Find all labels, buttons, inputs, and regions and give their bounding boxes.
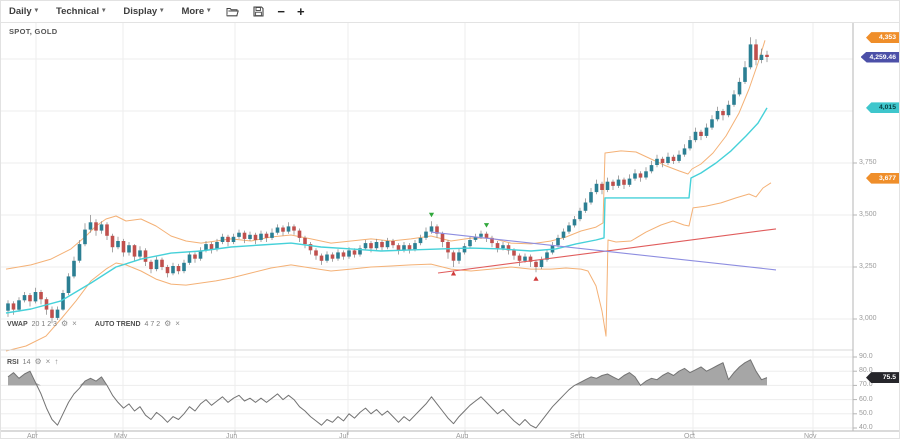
auto-trend-name: AUTO TREND — [94, 320, 141, 328]
save-icon[interactable] — [253, 6, 264, 17]
menu-daily-label: Daily — [9, 6, 32, 17]
menu-more-label: More — [181, 6, 205, 17]
vwap-indicator: VWAP 20 1 2 3 ⚙ × — [7, 320, 77, 328]
caret-down-icon: ▾ — [160, 7, 164, 15]
auto-trend-remove-icon[interactable]: × — [175, 319, 180, 328]
vwap-params: 20 1 2 3 — [31, 320, 57, 328]
menu-technical-label: Technical — [55, 6, 100, 17]
rsi-remove-icon[interactable]: × — [45, 357, 51, 366]
symbol-label: SPOT, GOLD — [9, 27, 58, 36]
zoom-out-button[interactable]: − — [277, 4, 285, 19]
auto-trend-settings-gear-icon[interactable]: ⚙ — [164, 319, 172, 328]
rsi-settings-gear-icon[interactable]: ⚙ — [34, 357, 42, 366]
menu-display[interactable]: Display ▾ — [114, 6, 172, 17]
toolbar: Daily ▾ Technical ▾ Display ▾ More ▾ − + — [1, 1, 899, 23]
auto-trend-indicator: AUTO TREND 4 7 2 ⚙ × — [95, 320, 180, 328]
zoom-in-button[interactable]: + — [297, 4, 305, 19]
menu-daily[interactable]: Daily ▾ — [1, 6, 47, 17]
menu-display-label: Display — [123, 6, 158, 17]
rsi-expand-icon[interactable]: ↑ — [54, 357, 59, 366]
indicator-row-rsi: RSI 14 ⚙ × ↑ — [7, 358, 58, 366]
vwap-settings-gear-icon[interactable]: ⚙ — [60, 319, 69, 328]
rsi-params: 14 — [22, 358, 31, 366]
auto-trend-params: 4 7 2 — [144, 320, 161, 328]
vwap-remove-icon[interactable]: × — [72, 319, 77, 328]
caret-down-icon: ▾ — [34, 7, 38, 15]
menu-more[interactable]: More ▾ — [172, 6, 219, 17]
menu-technical[interactable]: Technical ▾ — [47, 6, 114, 17]
indicator-row-main: VWAP 20 1 2 3 ⚙ × AUTO TREND 4 7 2 ⚙ × — [7, 320, 194, 328]
vwap-name: VWAP — [7, 320, 28, 328]
caret-down-icon: ▾ — [102, 7, 106, 15]
open-folder-icon[interactable] — [226, 6, 240, 17]
caret-down-icon: ▾ — [207, 7, 211, 15]
rsi-name: RSI — [7, 358, 19, 366]
